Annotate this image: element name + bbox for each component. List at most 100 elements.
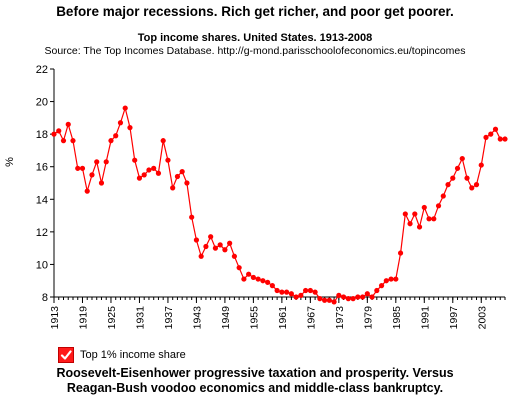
data-point[interactable]	[75, 165, 81, 171]
data-point[interactable]	[98, 180, 105, 186]
data-point[interactable]	[431, 216, 437, 222]
data-point[interactable]	[132, 157, 138, 163]
data-point[interactable]	[440, 193, 446, 199]
data-point[interactable]	[179, 169, 185, 175]
data-point[interactable]	[445, 182, 451, 188]
data-point[interactable]	[231, 253, 237, 259]
data-point[interactable]	[397, 250, 404, 256]
x-tick-label: 1961	[277, 306, 289, 330]
data-point[interactable]	[236, 265, 242, 271]
data-point[interactable]	[174, 173, 181, 180]
data-point[interactable]	[255, 276, 261, 282]
data-point[interactable]	[307, 287, 313, 294]
data-point[interactable]	[184, 180, 190, 186]
data-point[interactable]	[336, 292, 342, 298]
data-point[interactable]	[288, 291, 294, 297]
data-point[interactable]	[227, 240, 233, 246]
data-point[interactable]	[284, 289, 290, 295]
data-point[interactable]	[322, 297, 328, 303]
data-point[interactable]	[56, 128, 62, 134]
data-point[interactable]	[369, 294, 375, 300]
data-point[interactable]	[454, 165, 461, 171]
data-point[interactable]	[94, 159, 100, 165]
data-point[interactable]	[51, 131, 57, 137]
data-point[interactable]	[450, 175, 456, 181]
data-point[interactable]	[388, 276, 394, 282]
data-point[interactable]	[298, 292, 304, 298]
data-point[interactable]	[170, 185, 176, 191]
data-point[interactable]	[312, 289, 318, 295]
data-point[interactable]	[492, 126, 499, 132]
data-point[interactable]	[340, 294, 347, 300]
data-point[interactable]	[345, 296, 351, 302]
data-point[interactable]	[212, 245, 219, 251]
x-tick-label: 1931	[134, 306, 146, 330]
data-point[interactable]	[203, 243, 209, 250]
data-point[interactable]	[146, 167, 152, 173]
data-point[interactable]	[359, 294, 366, 300]
data-point[interactable]	[464, 175, 470, 181]
data-point[interactable]	[407, 221, 413, 227]
data-point[interactable]	[260, 278, 266, 284]
data-point[interactable]	[497, 136, 503, 142]
data-point[interactable]	[117, 120, 124, 126]
data-point[interactable]	[141, 172, 147, 178]
data-point[interactable]	[293, 294, 299, 300]
data-point[interactable]	[165, 157, 171, 163]
data-point[interactable]	[426, 216, 432, 222]
data-point[interactable]	[241, 276, 247, 282]
data-point[interactable]	[217, 242, 223, 248]
data-point[interactable]	[383, 278, 389, 284]
data-point[interactable]	[189, 214, 195, 220]
data-point[interactable]	[65, 121, 71, 127]
data-point[interactable]	[469, 185, 475, 191]
data-point[interactable]	[70, 138, 76, 144]
data-point[interactable]	[222, 247, 228, 253]
data-point[interactable]	[393, 276, 399, 282]
data-point[interactable]	[421, 204, 427, 211]
data-point[interactable]	[331, 299, 337, 305]
data-point[interactable]	[502, 136, 508, 142]
data-point[interactable]	[269, 283, 275, 289]
data-point[interactable]	[374, 287, 380, 294]
data-point[interactable]	[108, 138, 114, 144]
data-point[interactable]	[160, 138, 166, 144]
data-point[interactable]	[136, 175, 143, 181]
data-point[interactable]	[478, 162, 484, 168]
data-point[interactable]	[274, 287, 280, 294]
data-point[interactable]	[122, 105, 128, 111]
data-point[interactable]	[473, 182, 480, 188]
data-point[interactable]	[79, 165, 86, 171]
data-point[interactable]	[459, 155, 465, 162]
data-point[interactable]	[303, 287, 309, 294]
data-point[interactable]	[355, 294, 361, 300]
data-point[interactable]	[483, 134, 489, 140]
data-point[interactable]	[246, 271, 252, 277]
data-point[interactable]	[84, 188, 90, 194]
data-point[interactable]	[265, 279, 271, 285]
data-point[interactable]	[378, 283, 385, 289]
data-point[interactable]	[435, 203, 442, 209]
data-point[interactable]	[60, 138, 67, 144]
legend-toggle-checkbox[interactable]	[58, 347, 74, 363]
data-point[interactable]	[103, 159, 109, 165]
data-point[interactable]	[279, 289, 285, 295]
data-point[interactable]	[317, 296, 323, 302]
data-point[interactable]	[208, 234, 214, 240]
data-point[interactable]	[350, 296, 356, 302]
data-point[interactable]	[250, 274, 256, 281]
y-tick-label: 8	[42, 292, 48, 304]
data-point[interactable]	[402, 211, 408, 217]
data-point[interactable]	[155, 170, 162, 176]
data-point[interactable]	[113, 133, 119, 139]
data-point[interactable]	[198, 253, 204, 259]
data-point[interactable]	[416, 224, 423, 230]
data-point[interactable]	[193, 237, 200, 243]
data-point[interactable]	[127, 125, 133, 131]
data-point[interactable]	[326, 297, 332, 303]
data-point[interactable]	[488, 131, 494, 137]
data-point[interactable]	[151, 165, 157, 171]
data-point[interactable]	[89, 172, 95, 178]
data-point[interactable]	[412, 211, 418, 217]
data-point[interactable]	[364, 291, 370, 297]
